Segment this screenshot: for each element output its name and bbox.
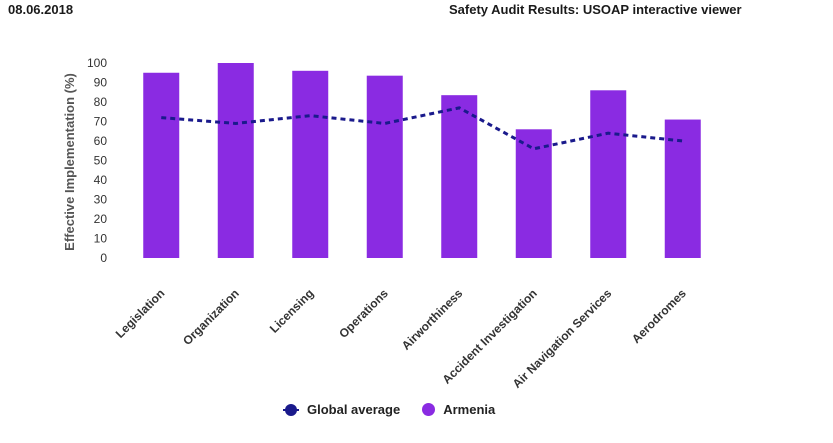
page-title: Safety Audit Results: USOAP interactive … <box>449 2 742 17</box>
y-tick-label: 50 <box>94 154 108 168</box>
y-tick-label: 10 <box>94 232 108 246</box>
x-tick-label: Licensing <box>267 286 317 336</box>
bar-series-armenia <box>143 63 701 258</box>
bar[interactable] <box>217 63 254 258</box>
y-axis-title: Effective Implementation (%) <box>62 73 77 251</box>
y-axis: 0 10 20 30 40 50 60 70 80 90 100 <box>87 56 107 265</box>
y-tick-label: 20 <box>94 212 108 226</box>
legend-item-armenia[interactable]: Armenia <box>422 402 495 417</box>
y-tick-label: 30 <box>94 193 108 207</box>
x-tick-label: Organization <box>180 286 242 348</box>
bar[interactable] <box>590 90 627 258</box>
y-tick-label: 40 <box>94 173 108 187</box>
y-tick-label: 90 <box>94 76 108 90</box>
legend: Global average Armenia <box>283 402 495 417</box>
bar-chart: 0 10 20 30 40 50 60 70 80 90 100 Legislation Organi… <box>62 56 701 391</box>
y-tick-label: 60 <box>94 134 108 148</box>
header-date: 08.06.2018 <box>8 2 74 17</box>
legend-dot-icon <box>285 403 297 416</box>
y-tick-label: 100 <box>87 56 107 70</box>
y-tick-label: 80 <box>94 95 108 109</box>
circle-swatch-icon <box>422 403 436 416</box>
x-tick-label: Legislation <box>113 286 168 341</box>
bar[interactable] <box>515 129 552 258</box>
x-axis: Legislation Organization Licensing Operatio… <box>113 286 689 391</box>
dashed-line-marker-icon <box>283 403 299 416</box>
legend-label: Armenia <box>443 402 496 417</box>
x-tick-label: Airworthiness <box>399 286 466 353</box>
line-series-global-average <box>161 106 683 151</box>
bar[interactable] <box>366 75 403 258</box>
global-average-line <box>161 106 683 151</box>
legend-item-global-average[interactable]: Global average <box>283 402 400 417</box>
bar[interactable] <box>292 70 329 258</box>
legend-label: Global average <box>307 402 401 417</box>
bar[interactable] <box>143 72 180 258</box>
y-tick-label: 70 <box>94 115 108 129</box>
bar[interactable] <box>441 95 478 258</box>
x-tick-label: Operations <box>336 286 391 341</box>
y-tick-label: 0 <box>100 251 107 265</box>
bar[interactable] <box>664 119 701 258</box>
x-tick-label: Aerodromes <box>629 286 689 346</box>
